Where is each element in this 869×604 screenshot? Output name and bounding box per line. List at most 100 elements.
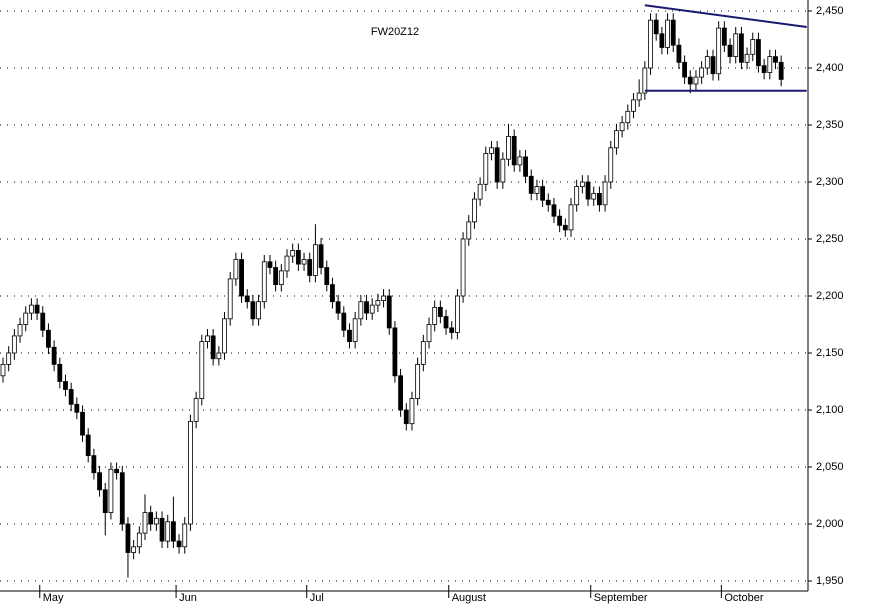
candle-body	[307, 259, 313, 276]
candle-body	[449, 327, 455, 333]
candle-body	[205, 335, 210, 342]
candle-body	[51, 346, 57, 365]
candle-body	[710, 56, 716, 75]
candle-body	[261, 261, 267, 303]
candle-body	[17, 324, 23, 337]
candle-body	[761, 65, 767, 73]
y-tick-label: 2,350	[816, 119, 844, 131]
candle-body	[574, 186, 580, 206]
candle-body	[381, 295, 386, 301]
y-tick-label: 2,250	[816, 233, 844, 245]
candle-body	[278, 270, 284, 286]
candle-body	[352, 318, 358, 342]
candle-body	[432, 306, 438, 325]
candle-body	[341, 312, 347, 331]
y-tick-label: 2,300	[816, 176, 844, 188]
candle-body	[415, 363, 421, 399]
candle-body	[46, 329, 51, 348]
candle-body	[579, 181, 585, 187]
candle-body	[63, 381, 68, 390]
candle-body	[409, 398, 415, 425]
candle-body	[125, 523, 131, 553]
y-tick-label: 2,200	[816, 290, 844, 302]
candle-body	[284, 255, 290, 272]
candle-body	[693, 76, 699, 85]
candle-body	[165, 521, 171, 542]
candle-body	[704, 56, 710, 69]
candle-body	[545, 199, 551, 206]
y-tick-label: 1,950	[816, 575, 844, 587]
candle-body	[716, 27, 722, 75]
candle-body	[778, 61, 784, 80]
candle-body	[500, 158, 506, 183]
candle-body	[0, 363, 6, 377]
candle-body	[477, 183, 483, 200]
candle-body	[301, 259, 307, 265]
candle-body	[534, 186, 540, 194]
candle-body	[34, 304, 40, 314]
candle-body	[40, 312, 46, 331]
x-tick-label: May	[43, 592, 64, 604]
candle-body	[454, 295, 460, 333]
candle-body	[676, 44, 682, 63]
candle-body	[687, 76, 693, 85]
candle-body	[597, 192, 602, 206]
candle-body	[97, 472, 102, 491]
candle-body	[335, 301, 341, 314]
candle-body	[364, 301, 369, 314]
candle-body	[222, 318, 227, 354]
candle-body	[426, 324, 432, 343]
candle-body	[244, 295, 250, 303]
candle-body	[517, 156, 523, 166]
candle-body	[216, 352, 222, 360]
candle-body	[557, 215, 563, 226]
candle-body	[256, 301, 262, 320]
candle-body	[28, 304, 34, 314]
candle-body	[699, 67, 705, 78]
candle-body	[443, 316, 449, 329]
candle-body	[591, 192, 597, 200]
candle-body	[227, 278, 233, 320]
candle-body	[267, 261, 273, 268]
candle-body	[392, 327, 398, 377]
candle-body	[324, 267, 330, 286]
candle-body	[489, 147, 494, 154]
candle-body	[85, 434, 91, 456]
candle-body	[330, 284, 335, 303]
candle-body	[386, 295, 392, 329]
candle-body	[648, 19, 653, 69]
candle-body	[176, 540, 182, 548]
candle-body	[273, 267, 279, 286]
candle-body	[108, 468, 114, 513]
candle-body	[148, 512, 154, 525]
y-tick-label: 2,150	[816, 347, 844, 359]
candle-body	[193, 398, 199, 422]
candle-body	[358, 301, 364, 320]
candle-body	[665, 19, 670, 48]
y-tick-label: 2,000	[816, 518, 844, 530]
candle-body	[614, 130, 619, 149]
candle-body	[523, 156, 528, 177]
candle-body	[767, 56, 773, 73]
candle-body	[159, 517, 165, 542]
candle-body	[568, 204, 574, 231]
candle-body	[136, 532, 142, 548]
x-tick-label: Jun	[179, 592, 197, 604]
candle-body	[528, 175, 534, 194]
candle-body	[460, 238, 466, 297]
candle-body	[744, 53, 750, 63]
x-tick-label: August	[452, 592, 486, 604]
candle-body	[483, 153, 489, 185]
candle-body	[437, 306, 443, 317]
candle-body	[250, 301, 256, 320]
candle-body	[642, 67, 648, 94]
candle-body	[369, 304, 375, 314]
candle-body	[11, 335, 17, 354]
candle-body	[602, 181, 608, 206]
candle-body	[295, 249, 301, 265]
candle-body	[210, 335, 216, 360]
x-tick-label: September	[594, 592, 648, 604]
candle-body	[312, 244, 318, 276]
candle-body	[80, 411, 85, 436]
candle-body	[182, 523, 188, 548]
